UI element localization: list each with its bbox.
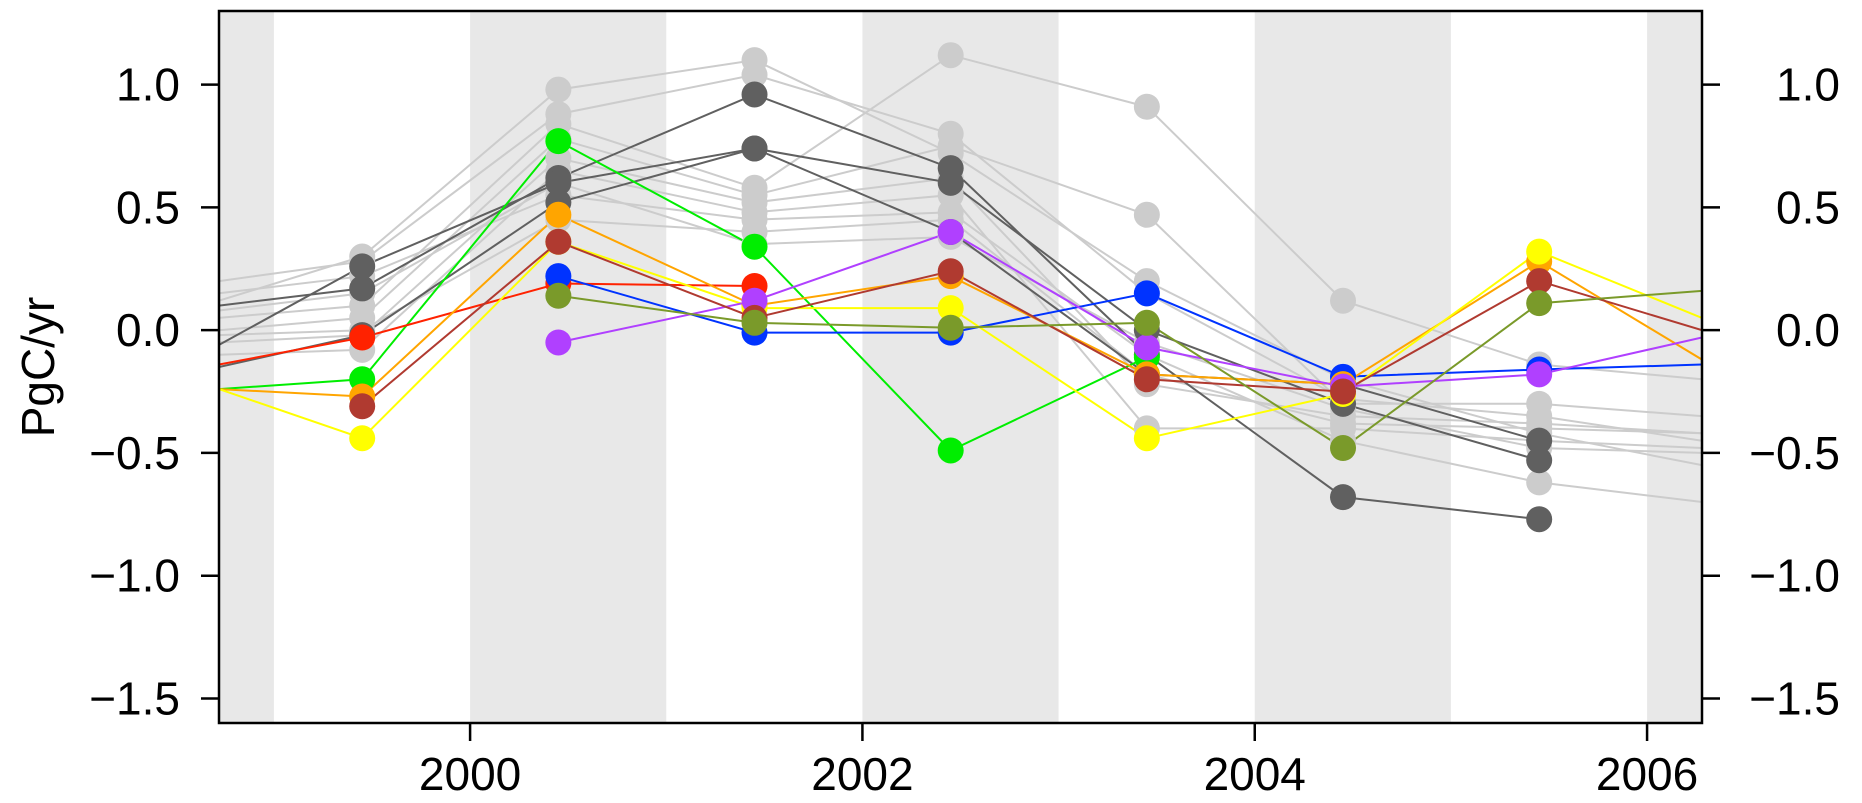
- series-19-point-4: [1133, 309, 1160, 336]
- x-axis: 2000 2002 2004 2006: [419, 723, 1698, 800]
- series-18-point-6: [1526, 268, 1553, 295]
- series-9-point-0: [349, 275, 376, 302]
- y-tick-label-left-2: 0.0: [116, 304, 180, 356]
- series-16-point-3: [937, 295, 964, 322]
- y-axis-title: PgC/yr: [12, 297, 64, 438]
- series-17-point-3: [937, 218, 964, 245]
- y-axis-right: 1.0 0.5 0.0 −0.5 −1.0 −1.5: [1702, 59, 1840, 724]
- series-12-point-1: [545, 128, 572, 155]
- series-line-10: [219, 147, 1540, 462]
- plot-frame: [217, 9, 1704, 725]
- series-line-12: [219, 139, 1148, 452]
- y-tick-label-left-0: 1.0: [116, 59, 180, 111]
- series-1-point-2: [741, 61, 768, 88]
- series-15-point-1: [545, 201, 572, 228]
- shaded-band-2: [862, 11, 1059, 723]
- y-axis-left: 1.0 0.5 0.0 −0.5 −1.0 −1.5: [89, 59, 219, 724]
- y-tick-label-left-4: −1.0: [89, 550, 180, 602]
- series-11-point-2: [741, 135, 768, 162]
- series-9-point-6: [1526, 506, 1553, 533]
- series-17-point-1: [545, 329, 572, 356]
- series-line-13: [219, 282, 755, 366]
- series-10-point-3: [937, 169, 964, 196]
- x-tick-label-2: 2004: [1204, 748, 1306, 798]
- series-2-point-3: [937, 42, 964, 69]
- y-tick-label-right-5: −1.5: [1749, 672, 1840, 724]
- series-12-point-2: [741, 233, 768, 260]
- series-10-point-6: [1526, 447, 1553, 474]
- shaded-year-bands: [219, 11, 1702, 723]
- series-11-point-0: [349, 253, 376, 280]
- series-18-point-5: [1330, 378, 1357, 405]
- y-tick-label-right-1: 0.5: [1776, 181, 1840, 233]
- series-14-point-1: [545, 263, 572, 290]
- y-tick-label-left-5: −1.5: [89, 672, 180, 724]
- series-18-point-0: [349, 393, 376, 420]
- series-0-point-1: [545, 76, 572, 103]
- series-11-point-1: [545, 169, 572, 196]
- series-6-point-6: [1526, 469, 1553, 496]
- shaded-band-3: [1254, 11, 1451, 723]
- series-points: [349, 42, 1553, 533]
- series-16-point-4: [1133, 425, 1160, 452]
- y-tick-label-right-2: 0.0: [1776, 304, 1840, 356]
- series-2-point-4: [1133, 93, 1160, 120]
- series-18-point-4: [1133, 366, 1160, 393]
- series-19-point-5: [1330, 435, 1357, 462]
- x-tick-label-0: 2000: [419, 748, 521, 798]
- y-tick-label-right-0: 1.0: [1776, 59, 1840, 111]
- series-3-point-3: [937, 133, 964, 160]
- series-3-point-4: [1133, 201, 1160, 228]
- series-9-point-5: [1330, 484, 1357, 511]
- series-9-point-2: [741, 81, 768, 108]
- series-3-point-6: [1526, 390, 1553, 417]
- series-2-point-5: [1330, 287, 1357, 314]
- series-17-point-4: [1133, 334, 1160, 361]
- series-19-point-3: [937, 314, 964, 341]
- series-19-point-2: [741, 309, 768, 336]
- series-18-point-3: [937, 258, 964, 285]
- y-tick-label-right-4: −1.0: [1749, 550, 1840, 602]
- shaded-band-4: [1647, 11, 1702, 723]
- x-tick-label-3: 2006: [1596, 748, 1698, 798]
- series-19-point-6: [1526, 290, 1553, 317]
- x-tick-label-1: 2002: [811, 748, 913, 798]
- series-12-point-3: [937, 437, 964, 464]
- y-tick-label-right-3: −0.5: [1749, 427, 1840, 479]
- series-16-point-6: [1526, 238, 1553, 265]
- series-line-9: [219, 93, 1540, 521]
- series-14-point-4: [1133, 280, 1160, 307]
- y-tick-label-left-3: −0.5: [89, 427, 180, 479]
- shaded-band-0: [219, 11, 274, 723]
- series-18-point-1: [545, 228, 572, 255]
- series-17-point-6: [1526, 361, 1553, 388]
- series-11-point-6: [1526, 427, 1553, 454]
- y-tick-label-left-1: 0.5: [116, 181, 180, 233]
- series-16-point-0: [349, 425, 376, 452]
- series-13-point-0: [349, 324, 376, 351]
- series-19-point-1: [545, 282, 572, 309]
